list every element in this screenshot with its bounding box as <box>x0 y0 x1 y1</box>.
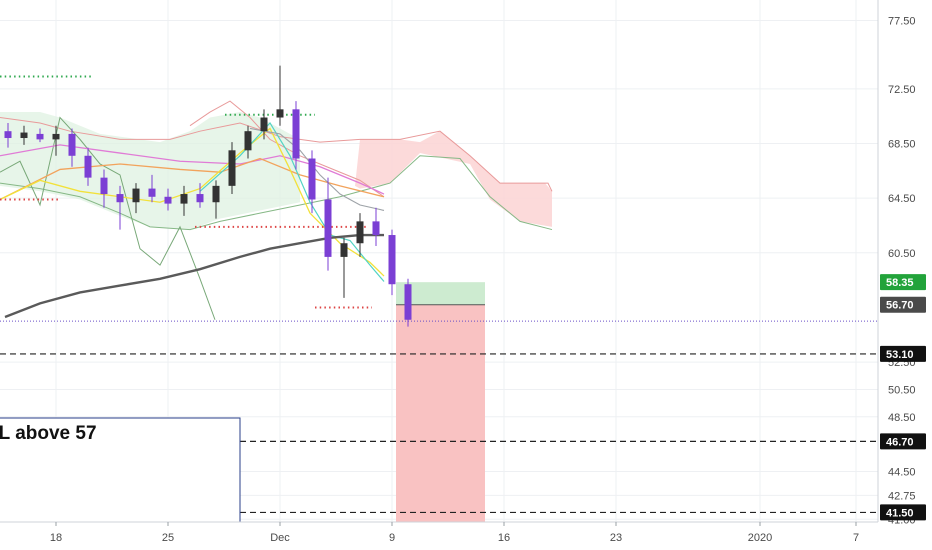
candle-body <box>132 188 140 203</box>
x-axis-ticks: 18 25 Dec 9 16 23 2020 7 <box>50 522 859 544</box>
x-tick-label: 16 <box>498 532 510 544</box>
stop-zone[interactable] <box>396 304 485 522</box>
ma-orange <box>0 157 385 201</box>
target-zone[interactable] <box>396 282 485 305</box>
candle-body <box>20 132 28 139</box>
candle-body <box>372 221 380 236</box>
x-axis-background <box>0 522 932 550</box>
candle-body <box>260 117 268 132</box>
note-box-frame[interactable] <box>0 417 241 539</box>
ma-gray <box>249 127 385 211</box>
x-tick-label: 2020 <box>748 532 772 544</box>
ma-pink <box>0 144 385 195</box>
candle-body <box>356 221 364 244</box>
candle-body <box>116 194 124 203</box>
price-tags: 58.35 56.70 53.10 46.70 41.50 <box>880 274 926 521</box>
x-tick-label: Dec <box>270 532 290 544</box>
candle-body <box>84 155 92 178</box>
candle-body <box>340 243 348 257</box>
price-tag <box>880 345 926 362</box>
candle-body <box>276 109 284 118</box>
x-tick-label: 18 <box>50 532 62 544</box>
ichimoku-cloud-red <box>355 131 552 227</box>
candle-body <box>244 131 252 151</box>
price-tag-label: 41.50 <box>886 507 914 519</box>
ma-yellow <box>0 127 385 277</box>
y-tick-label: 72.50 <box>888 84 916 96</box>
candle-body <box>180 194 188 204</box>
candle-body <box>148 188 156 197</box>
horizontal-levels[interactable] <box>0 320 878 514</box>
candle-body <box>388 235 396 285</box>
y-tick-label: 64.50 <box>888 193 916 205</box>
candlestick-series <box>4 65 412 327</box>
candle-body <box>292 109 300 159</box>
candle-body <box>36 133 44 140</box>
note-box[interactable]: SL above 57 <box>0 417 241 539</box>
candle-body <box>196 194 204 203</box>
base-line <box>189 100 385 198</box>
candle-body <box>228 150 236 186</box>
candle-body <box>68 133 76 156</box>
note-text: SL above 57 <box>0 423 97 444</box>
candle-body <box>324 199 332 257</box>
y-tick-label: 77.50 <box>888 15 916 27</box>
price-tag <box>880 274 926 291</box>
x-tick-label: 9 <box>389 532 395 544</box>
price-tag <box>880 433 926 450</box>
x-tick-label: 25 <box>162 532 174 544</box>
x-tick-label: 23 <box>610 532 622 544</box>
lagging-span <box>0 116 216 320</box>
candle-body <box>52 133 60 140</box>
price-tag-label: 53.10 <box>886 349 914 361</box>
candle-body <box>212 185 220 203</box>
position-tool[interactable] <box>396 282 485 522</box>
price-tag <box>880 296 926 313</box>
y-tick-label: 44.50 <box>888 466 916 478</box>
price-tag-label: 58.35 <box>886 277 914 289</box>
price-tag <box>880 504 926 521</box>
x-tick-label: 7 <box>853 532 859 544</box>
candle-body <box>4 131 12 139</box>
price-tag-label: 56.70 <box>886 300 914 312</box>
y-tick-label: 68.50 <box>888 138 916 150</box>
candle-body <box>100 177 108 195</box>
price-tag-label: 46.70 <box>886 436 914 448</box>
candle-body <box>308 158 316 200</box>
y-tick-label: 48.50 <box>888 412 916 424</box>
senkou-span-b <box>0 155 553 231</box>
candle-body <box>404 284 412 320</box>
y-tick-label: 50.50 <box>888 384 916 396</box>
candle-body <box>164 196 172 204</box>
ma-200 <box>4 233 384 319</box>
senkou-span-a <box>0 117 553 192</box>
y-tick-label: 60.50 <box>888 248 916 260</box>
y-tick-label: 42.75 <box>888 490 916 502</box>
